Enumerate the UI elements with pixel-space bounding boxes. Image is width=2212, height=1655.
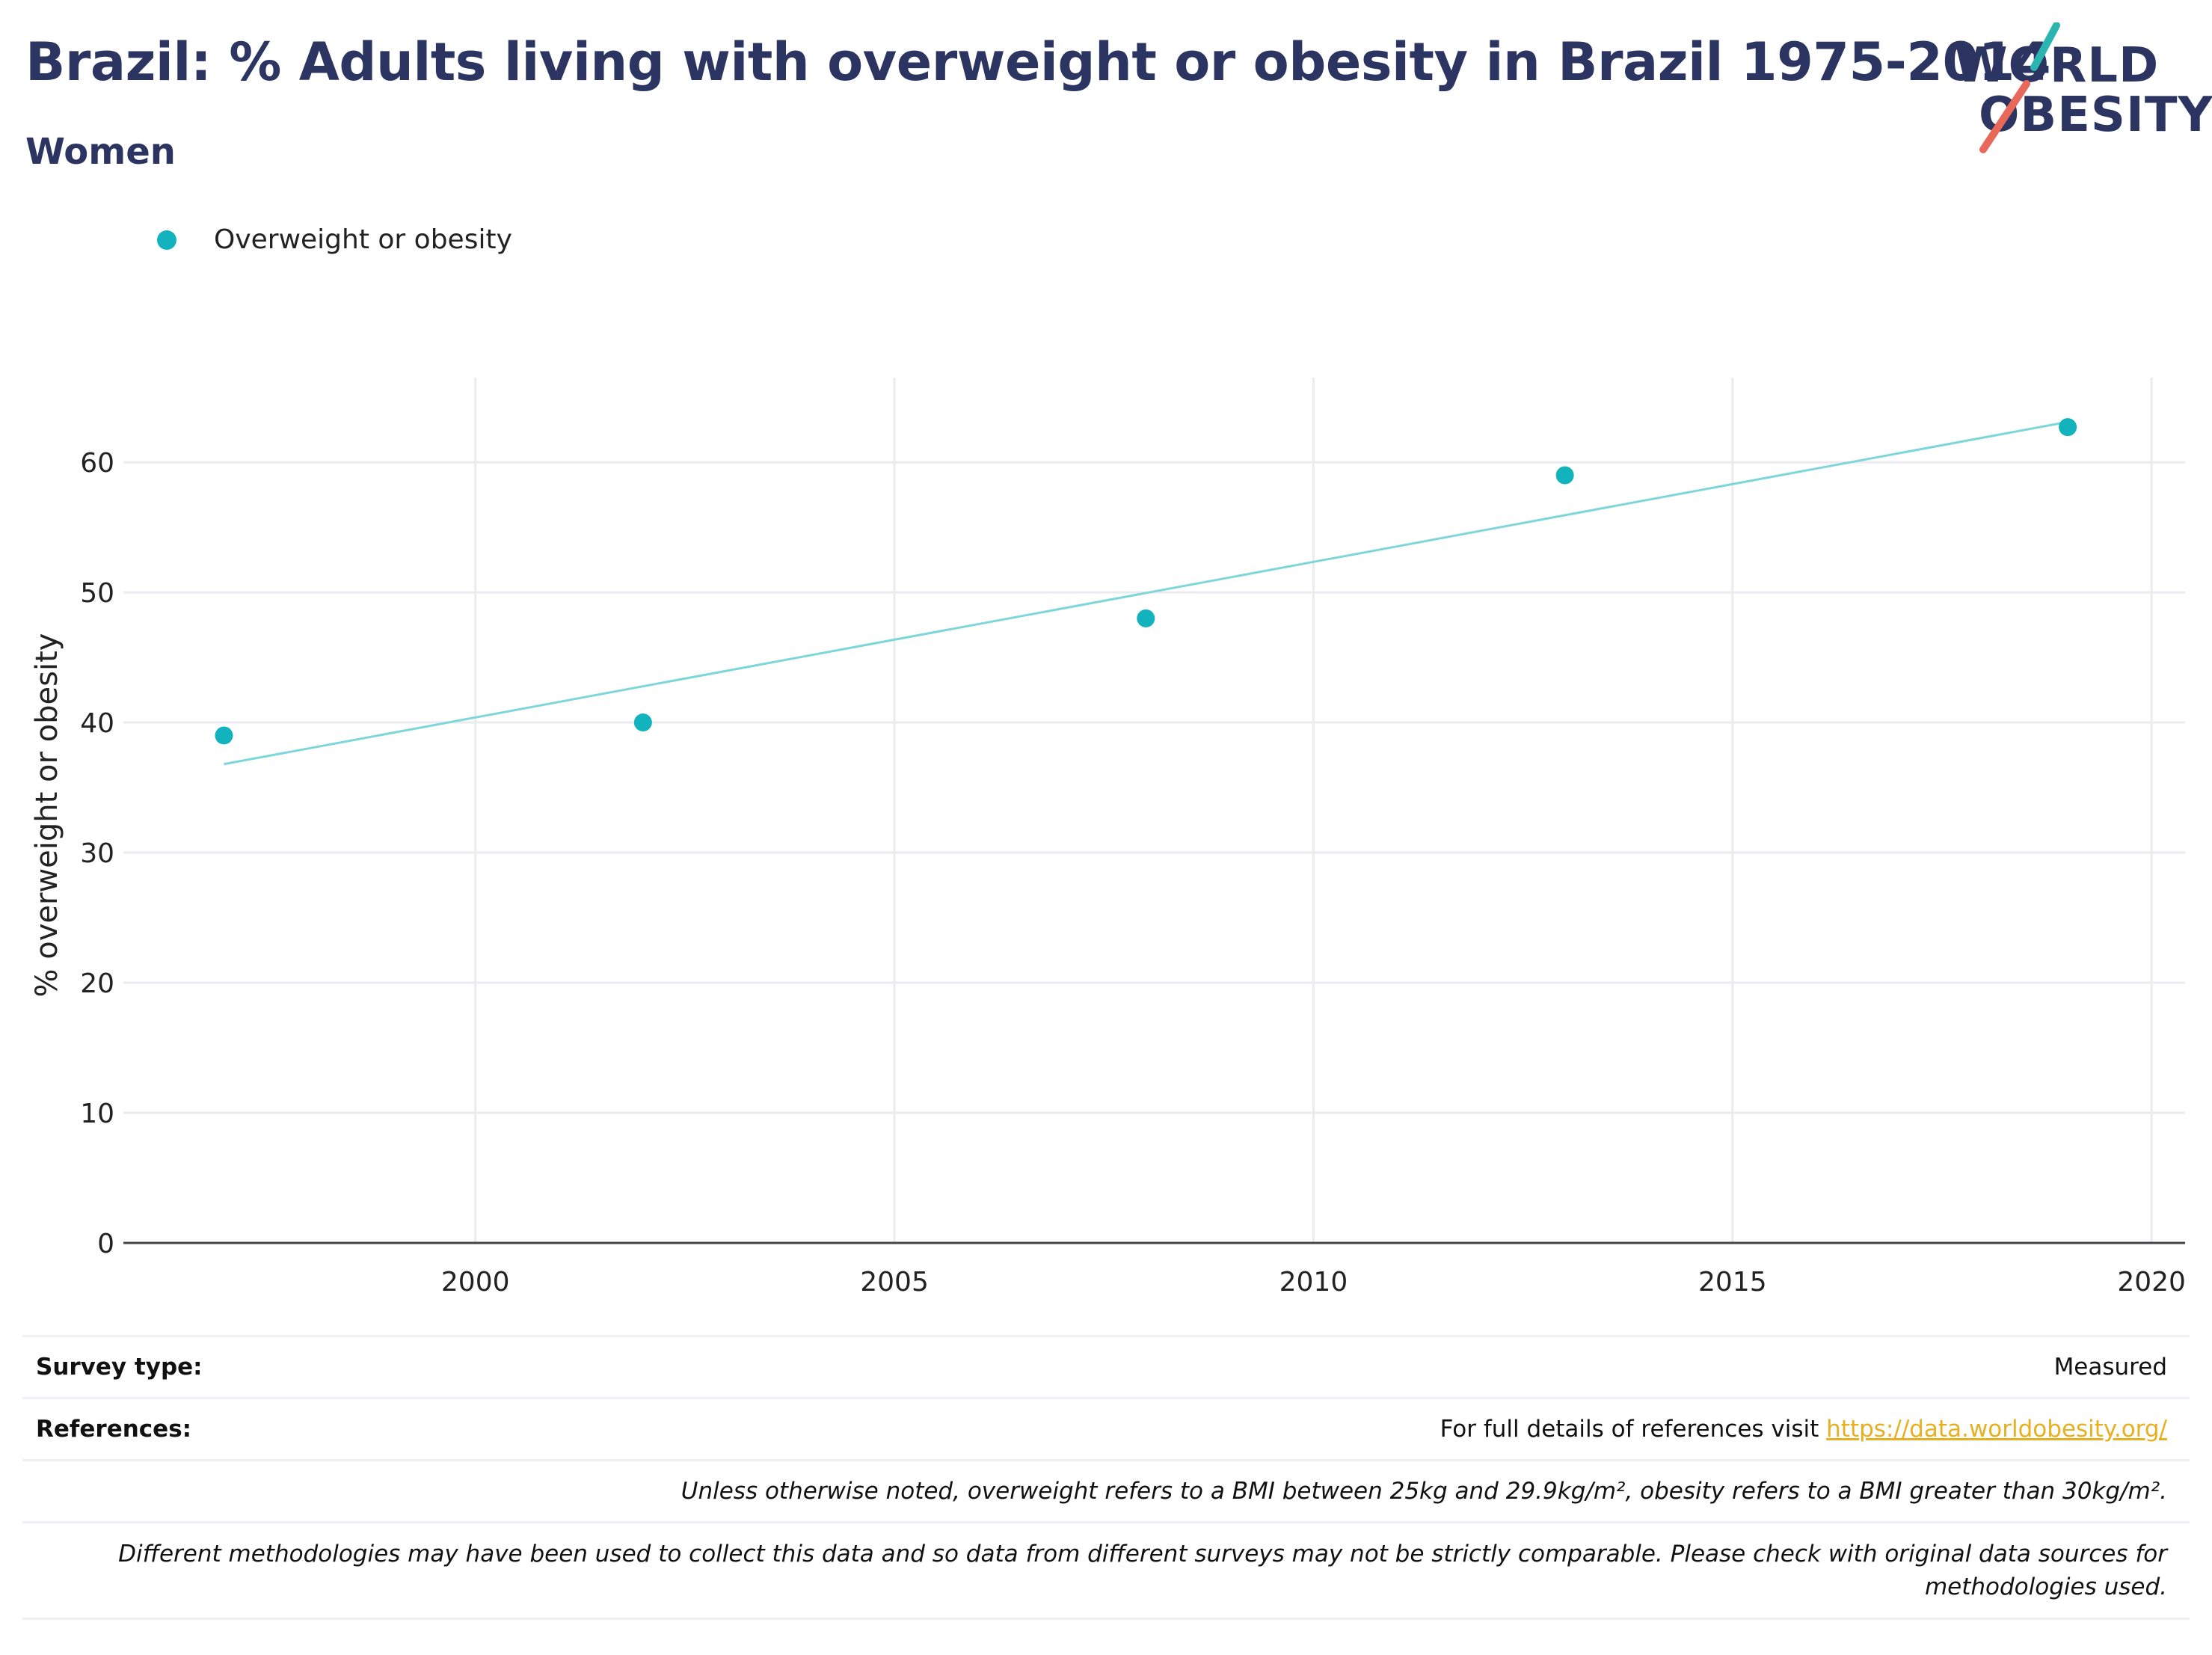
legend-marker bbox=[157, 230, 176, 250]
data-point bbox=[1137, 609, 1155, 627]
trendline bbox=[224, 420, 2068, 766]
y-tick-label: 40 bbox=[80, 708, 114, 739]
y-tick-label: 30 bbox=[80, 838, 114, 869]
page-title: Brazil: % Adults living with overweight … bbox=[25, 31, 2051, 93]
y-tick-label: 0 bbox=[97, 1229, 114, 1259]
data-point bbox=[2059, 418, 2077, 437]
y-tick-label: 20 bbox=[80, 968, 114, 999]
chart-area: 2000 2005 2010 2015 2020 0 10 20 30 40 50 60 % over… bbox=[30, 378, 2186, 1298]
methodology-note: Different methodologies may have been us… bbox=[118, 1541, 2167, 1600]
logo-slash-icon bbox=[1979, 22, 2060, 153]
logo-line-1: WORLD bbox=[1955, 38, 2160, 93]
legend-label: Overweight or obesity bbox=[214, 224, 512, 255]
data-point bbox=[633, 713, 652, 732]
trendline-segment bbox=[224, 420, 2068, 766]
survey-type-label: Survey type: bbox=[36, 1354, 203, 1381]
references-label: References: bbox=[36, 1416, 192, 1443]
y-tick-label: 60 bbox=[80, 448, 114, 479]
data-points bbox=[215, 418, 2077, 745]
bmi-note-row: Unless otherwise noted, overweight refer… bbox=[22, 1459, 2190, 1521]
x-tick-label: 2010 bbox=[1279, 1267, 1348, 1298]
references-text-wrap: For full details of references visit htt… bbox=[1440, 1416, 2167, 1443]
world-obesity-logo: WORLD OBESITY bbox=[1952, 22, 2212, 157]
y-tick-label: 10 bbox=[80, 1099, 114, 1129]
y-axis-title: % overweight or obesity bbox=[30, 633, 64, 998]
page-subtitle: Women bbox=[25, 131, 176, 173]
chart-axes: 2000 2005 2010 2015 2020 0 10 20 30 40 50 60 bbox=[80, 448, 2186, 1298]
survey-type-row: Survey type: Measured bbox=[22, 1335, 2190, 1397]
references-text: For full details of references visit bbox=[1440, 1416, 1827, 1443]
survey-type-value: Measured bbox=[2053, 1354, 2167, 1381]
methodology-note-row: Different methodologies may have been us… bbox=[22, 1521, 2190, 1620]
x-tick-label: 2005 bbox=[860, 1267, 929, 1298]
x-tick-label: 2015 bbox=[1698, 1267, 1767, 1298]
chart-legend: Overweight or obesity bbox=[157, 224, 512, 255]
references-row: References: For full details of referenc… bbox=[22, 1397, 2190, 1459]
x-tick-label: 2000 bbox=[441, 1267, 510, 1298]
x-tick-label: 2020 bbox=[2117, 1267, 2186, 1298]
data-point bbox=[215, 726, 233, 745]
bmi-note: Unless otherwise noted, overweight refer… bbox=[681, 1478, 2167, 1505]
chart-grid bbox=[123, 378, 2185, 1243]
references-link[interactable]: https://data.worldobesity.org/ bbox=[1826, 1416, 2167, 1443]
data-point bbox=[1555, 466, 1574, 485]
chart-footer: Survey type: Measured References: For fu… bbox=[22, 1335, 2190, 1620]
y-tick-label: 50 bbox=[80, 578, 114, 609]
